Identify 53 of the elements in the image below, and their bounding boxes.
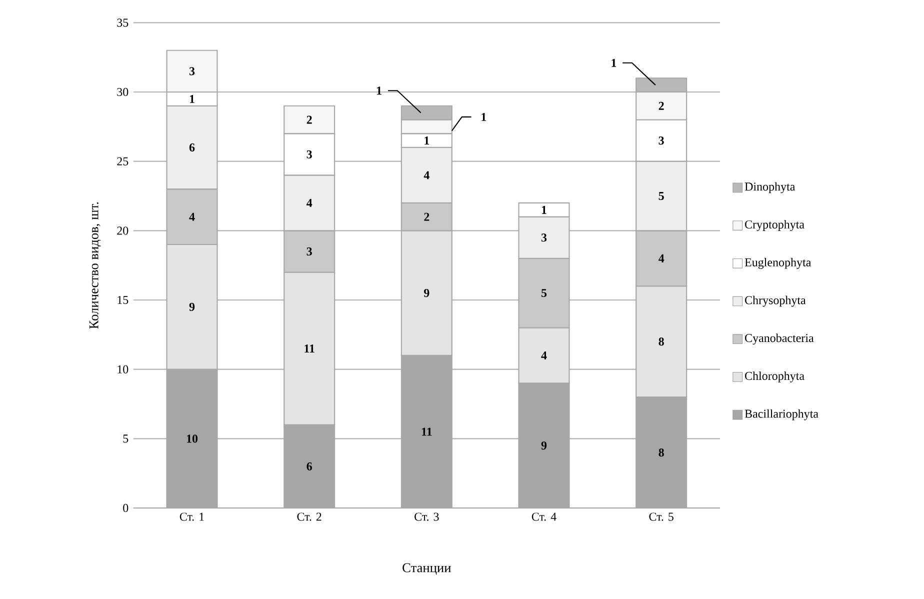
data-label: 4 xyxy=(189,213,195,221)
legend-label: Euglenophyta xyxy=(744,258,812,270)
data-label: 10 xyxy=(186,434,198,443)
data-label: 1 xyxy=(190,95,194,104)
y-tick-label: 5 xyxy=(123,434,128,443)
x-tick-label: Ст. 1 xyxy=(180,512,204,521)
y-tick-label: 15 xyxy=(118,296,128,304)
x-tick-label: Ст. 5 xyxy=(649,512,674,521)
y-tick-label: 35 xyxy=(117,18,128,27)
data-label: 1 xyxy=(424,136,430,145)
data-label: 3 xyxy=(306,248,312,256)
data-label: 11 xyxy=(304,344,314,353)
y-tick-label: 0 xyxy=(123,504,128,512)
data-label: 4 xyxy=(658,254,664,263)
data-label: 3 xyxy=(658,136,664,145)
data-label: 6 xyxy=(306,462,312,471)
data-label: 4 xyxy=(306,199,312,208)
x-tick-label: Ст. 2 xyxy=(297,512,322,521)
data-label: 5 xyxy=(658,192,664,200)
data-label: 6 xyxy=(189,144,195,152)
data-label: 2 xyxy=(424,212,430,221)
data-label: 1 xyxy=(377,86,382,95)
data-label: 4 xyxy=(424,171,430,180)
legend-label: Cyanobacteria xyxy=(745,334,814,345)
legend-label: Chrysophyta xyxy=(745,296,806,307)
x-tick-label: Ст. 4 xyxy=(532,512,556,521)
data-label: 3 xyxy=(306,150,312,159)
data-label: 1 xyxy=(482,113,486,122)
legend-label: Cryptophyta xyxy=(745,220,804,232)
y-tick-label: 25 xyxy=(117,157,128,166)
data-label: 2 xyxy=(306,116,312,124)
legend-label: Bacillariophyta xyxy=(744,410,818,420)
data-label: 9 xyxy=(424,289,430,298)
data-label: 1 xyxy=(542,206,546,214)
data-label: 1 xyxy=(612,59,616,68)
legend-label: Chlorophyta xyxy=(745,372,804,383)
y-tick-label: 20 xyxy=(117,226,128,235)
data-label: 2 xyxy=(658,102,664,110)
data-label: 11 xyxy=(422,428,432,436)
y-axis-title: Количество видов, шт. xyxy=(89,202,101,329)
y-tick-label: 30 xyxy=(117,88,128,96)
data-label: 8 xyxy=(658,338,664,346)
data-label: 9 xyxy=(189,303,195,312)
data-label: 8 xyxy=(658,448,664,457)
data-label: 5 xyxy=(541,289,547,298)
data-label: 3 xyxy=(189,67,195,76)
y-tick-label: 10 xyxy=(118,365,128,374)
data-label: 9 xyxy=(541,442,547,450)
data-label: 3 xyxy=(541,234,547,242)
legend-label: Dinophyta xyxy=(744,182,796,194)
x-axis-title: Станции xyxy=(402,563,451,575)
x-tick-label: Ст. 3 xyxy=(414,512,439,521)
data-label: 4 xyxy=(541,352,547,360)
